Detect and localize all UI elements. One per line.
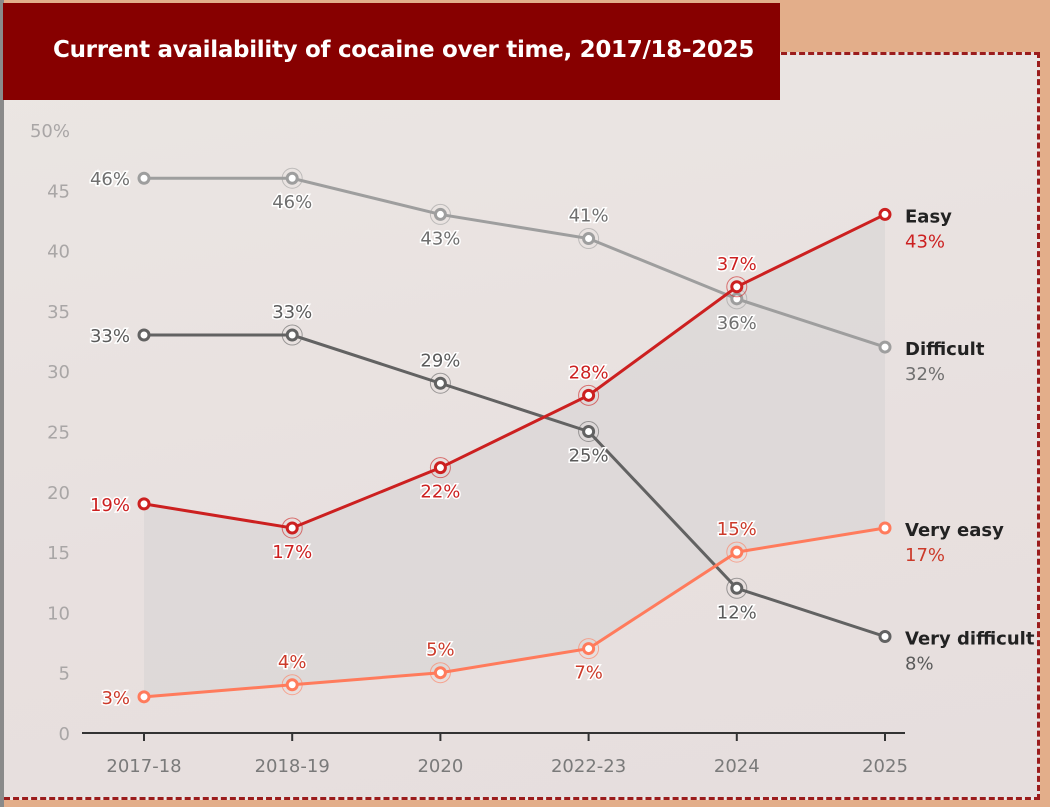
very-easy-series-name: Very easy xyxy=(905,520,1004,541)
difficult-point xyxy=(730,292,744,306)
very-difficult-point xyxy=(285,328,299,342)
very-easy-data-label: 3% xyxy=(101,688,130,709)
easy-data-label: 17% xyxy=(272,542,312,563)
very-difficult-data-label: 33% xyxy=(272,302,312,323)
difficult-data-label: 46% xyxy=(90,169,130,190)
difficult-point-halo xyxy=(281,167,303,189)
y-tick-label: 40 xyxy=(47,242,70,263)
x-tick-label: 2024 xyxy=(714,756,760,777)
very-easy-point xyxy=(582,642,596,656)
title-banner: Current availability of cocaine over tim… xyxy=(3,3,780,100)
x-tick-label: 2020 xyxy=(417,756,463,777)
very-easy-point xyxy=(730,545,744,559)
difficult-line xyxy=(144,176,886,349)
very-easy-point xyxy=(433,666,447,680)
difficult-data-label: 43% xyxy=(420,228,460,249)
y-tick-label: 0 xyxy=(59,724,70,745)
difficult-point-halo xyxy=(429,203,451,225)
difficult-data-label: 41% xyxy=(569,206,609,227)
very-difficult-point-halo xyxy=(281,324,303,346)
y-tick-label: 20 xyxy=(47,483,70,504)
very-difficult-data-label: 33% xyxy=(90,326,130,347)
difficult-point xyxy=(285,171,299,185)
easy-point-halo xyxy=(726,276,748,298)
very-easy-point xyxy=(878,521,892,535)
very-difficult-point-halo xyxy=(578,421,600,442)
very-difficult-point xyxy=(137,328,151,342)
very-easy-point xyxy=(285,678,299,692)
easy-point-halo xyxy=(578,384,600,406)
very-easy-data-label: 7% xyxy=(574,663,603,684)
easy-point xyxy=(285,521,299,535)
very-difficult-data-label: 29% xyxy=(420,350,460,371)
very-easy-point-halo xyxy=(429,662,451,684)
difficult-data-label: 32% xyxy=(905,364,945,385)
easy-series-name: Easy xyxy=(905,206,952,227)
very-easy-data-label: 17% xyxy=(905,545,945,566)
difficult-point xyxy=(137,171,151,185)
easy-data-label: 28% xyxy=(569,362,609,383)
very-difficult-point xyxy=(878,630,892,644)
easy-point xyxy=(878,207,892,221)
very-easy-data-label: 15% xyxy=(717,519,757,540)
y-tick-label: 15 xyxy=(47,543,70,564)
y-tick-label: 45 xyxy=(47,181,70,202)
very-difficult-point xyxy=(582,425,596,438)
difficult-data-label: 36% xyxy=(717,313,757,334)
very-difficult-data-label: 8% xyxy=(905,654,934,675)
very-difficult-series-name: Very difficult xyxy=(905,629,1035,650)
very-easy-data-label: 4% xyxy=(278,652,307,673)
y-tick-label: 50% xyxy=(30,121,70,142)
x-tick-label: 2017-18 xyxy=(106,756,181,777)
shaded-band xyxy=(144,214,885,697)
y-tick-label: 10 xyxy=(47,603,70,624)
difficult-point-halo xyxy=(578,228,600,250)
very-difficult-point-halo xyxy=(726,577,748,599)
chart-title: Current availability of cocaine over tim… xyxy=(53,37,755,63)
difficult-point xyxy=(433,207,447,221)
y-tick-label: 30 xyxy=(47,362,70,383)
y-tick-label: 5 xyxy=(59,664,70,685)
x-tick-label: 2022-23 xyxy=(551,756,626,777)
easy-point-halo xyxy=(429,457,451,479)
difficult-data-label: 46% xyxy=(272,192,312,213)
y-tick-label: 25 xyxy=(47,423,70,444)
very-difficult-line xyxy=(144,333,886,638)
easy-point xyxy=(582,388,596,402)
easy-point-halo xyxy=(281,517,303,539)
easy-point xyxy=(137,497,151,511)
easy-point xyxy=(730,280,744,294)
very-difficult-point-halo xyxy=(429,372,451,394)
difficult-point xyxy=(878,340,892,354)
easy-data-label: 37% xyxy=(717,254,757,275)
very-easy-point-halo xyxy=(281,674,303,696)
easy-data-label: 43% xyxy=(905,231,945,252)
very-difficult-data-label: 25% xyxy=(569,446,609,467)
very-easy-point-halo xyxy=(578,638,600,660)
easy-point xyxy=(433,461,447,475)
very-difficult-data-label: 12% xyxy=(717,602,757,623)
very-easy-point xyxy=(137,690,151,704)
easy-data-label: 19% xyxy=(90,495,130,516)
easy-data-label: 22% xyxy=(420,482,460,503)
left-edge-bar xyxy=(0,0,4,807)
difficult-series-name: Difficult xyxy=(905,339,985,360)
very-easy-line xyxy=(143,526,886,699)
x-tick-label: 2025 xyxy=(862,756,908,777)
very-difficult-point xyxy=(730,581,744,595)
difficult-point xyxy=(582,232,596,246)
y-tick-label: 35 xyxy=(47,302,70,323)
easy-line xyxy=(143,213,886,530)
x-tick-label: 2018-19 xyxy=(255,756,330,777)
very-difficult-point xyxy=(433,376,447,390)
very-easy-data-label: 5% xyxy=(426,640,455,661)
very-easy-point-halo xyxy=(726,541,748,563)
